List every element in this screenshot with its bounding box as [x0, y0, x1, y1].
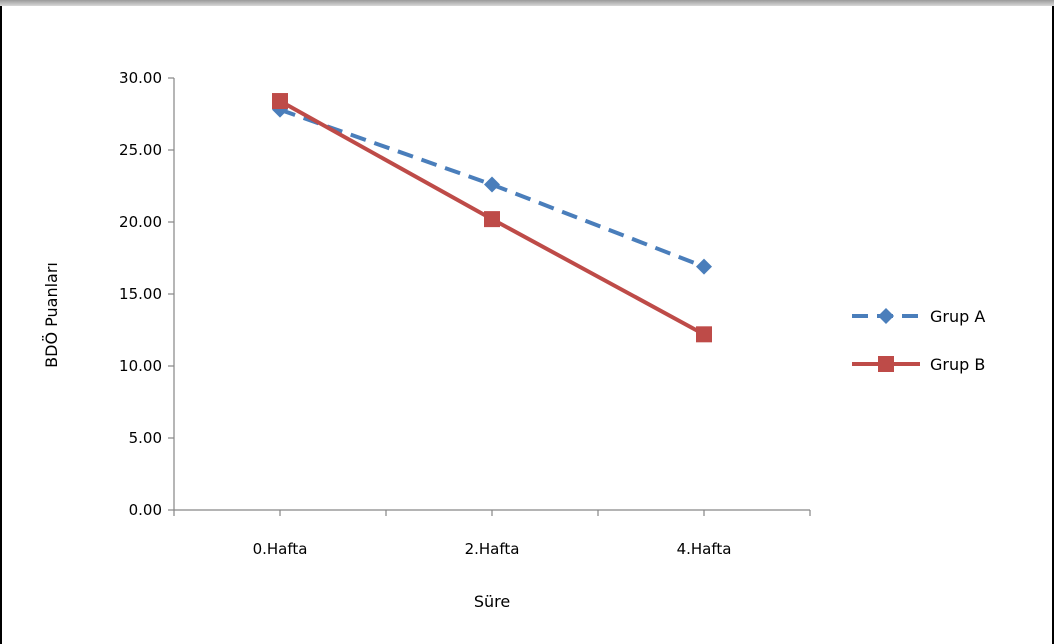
- legend-label: Grup A: [930, 307, 985, 326]
- legend-label: Grup B: [930, 355, 985, 374]
- y-tick-label: 0.00: [129, 501, 162, 519]
- x-axis-title: Süre: [474, 592, 510, 611]
- data-point-square: [484, 211, 500, 228]
- y-tick-label: 25.00: [119, 141, 162, 159]
- x-tick-label: 2.Hafta: [465, 540, 520, 558]
- legend-item: Grup A: [852, 307, 985, 326]
- data-point-diamond: [696, 258, 712, 275]
- legend-marker-diamond: [878, 308, 894, 324]
- legend-marker-square: [878, 356, 894, 372]
- y-tick-label: 15.00: [119, 285, 162, 303]
- data-point-diamond: [484, 176, 500, 193]
- series-line: [279, 107, 705, 269]
- x-tick-label: 0.Hafta: [253, 540, 308, 558]
- data-point-square: [272, 93, 288, 110]
- x-axis: 0.Hafta 2.Hafta 4.Hafta: [173, 509, 811, 558]
- legend-item: Grup B: [852, 355, 985, 374]
- legend: Grup A Grup B: [852, 307, 985, 374]
- y-tick-label: 10.00: [119, 357, 162, 375]
- top-border-bar: [0, 0, 1054, 6]
- series-grup-a: [272, 101, 712, 275]
- y-tick-label: 5.00: [129, 429, 162, 447]
- series-layer: [272, 93, 712, 343]
- y-tick-label: 30.00: [119, 69, 162, 87]
- data-point-square: [696, 326, 712, 343]
- y-axis: 0.00 5.00 10.00 15.00 20.00 25.00 30.00: [119, 69, 175, 519]
- y-axis-title: BDÖ Puanları: [42, 262, 61, 368]
- series-grup-b: [272, 93, 712, 343]
- x-tick-label: 4.Hafta: [677, 540, 732, 558]
- y-tick-label: 20.00: [119, 213, 162, 231]
